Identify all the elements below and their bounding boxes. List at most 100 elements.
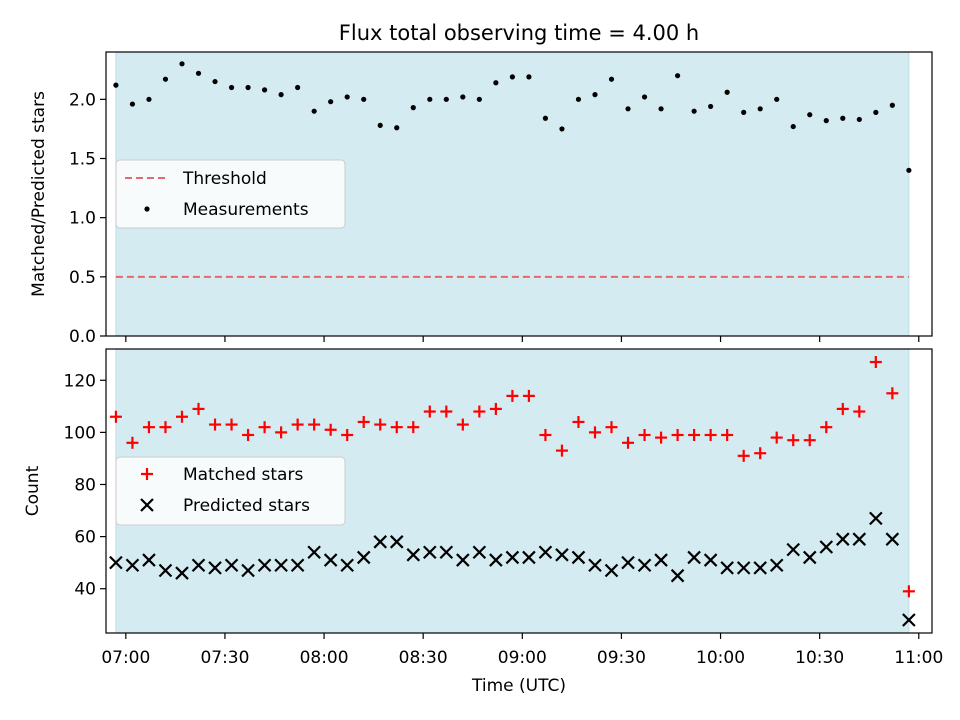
matched-star-point [109,410,122,423]
bottom-legend-box [115,456,346,526]
bottom-y-axis-label: Count [23,465,43,516]
measurement-point [162,76,169,82]
predicted-star-point [142,553,156,567]
matched-star-point [440,405,453,418]
measurement-point [790,123,796,130]
measurement-point [741,109,747,115]
measurement-point [377,122,383,128]
x-tick-label: 10:00 [696,648,745,668]
predicted-star-point [588,558,602,573]
matched-star-point [622,436,635,449]
measurement-point [592,92,598,98]
predicted-star-point [505,550,520,565]
matched-star-point [820,421,833,434]
predicted-star-point [802,550,817,565]
predicted-star-point [356,550,371,565]
measurement-point [311,108,317,114]
predicted-star-point [191,558,206,573]
matched-star-point [275,426,288,439]
matched-star-point [142,421,155,434]
x-tick-label: 10:30 [795,648,844,668]
measurement-point [526,74,532,80]
legend-predicted-swatch [140,498,154,512]
predicted-star-point [489,553,503,567]
matched-star-point [291,418,304,431]
predicted-star-point [869,511,883,526]
measurement-point [823,118,829,124]
matched-star-point [374,418,387,431]
predicted-star-point [720,561,734,575]
bottom-y-tick-label: 80 [74,475,96,495]
predicted-star-point [257,558,272,573]
predicted-star-point [439,545,454,560]
matched-star-point [506,389,519,402]
matched-star-point [853,405,866,418]
matched-star-point [770,431,783,444]
matched-star-point [126,436,139,449]
measurement-point [625,106,631,112]
predicted-star-point [340,558,354,573]
matched-star-point [787,434,800,447]
matched-star-point [242,428,255,441]
top-y-tick-label: 1.5 [69,150,96,170]
measurement-point [708,103,714,110]
matched-star-point [192,402,205,415]
measurement-point [608,76,615,82]
measurement-point [361,96,367,102]
predicted-star-point [208,561,222,575]
measurement-point [509,74,515,80]
measurement-point [575,96,582,102]
predicted-star-point [307,545,321,560]
predicted-star-point [406,548,421,562]
measurement-point [873,109,879,115]
matched-star-point [588,426,601,439]
bottom-panel: 40 60 80 100 120 07:00 07:30 08:00 08:30 09:00 09… [23,336,943,696]
predicted-star-point [604,563,619,578]
measurement-point [460,94,466,100]
matched-star-point [836,402,849,415]
predicted-star-point [109,555,123,570]
matched-star-point [555,444,568,457]
x-tick-label: 08:00 [300,648,349,668]
measurement-point [344,94,350,100]
predicted-star-point [852,532,867,546]
x-tick-label: 07:00 [101,648,150,668]
predicted-star-point [158,563,173,578]
legend-threshold-label: Threshold [182,169,267,189]
predicted-star-point [637,558,652,573]
matched-star-point [539,428,552,441]
measurement-point [757,106,763,112]
x-tick-label: 11:00 [894,648,943,668]
measurement-point [146,96,152,102]
measurement-point [245,84,251,91]
matched-star-point [258,421,271,434]
measurement-point [295,84,301,91]
measurement-point [195,70,202,76]
predicted-star-point [621,555,635,570]
predicted-star-point [654,553,668,567]
measurement-point [906,167,912,173]
top-y-tick-label: 2.0 [69,90,96,110]
predicted-star-point [753,561,767,575]
measurement-point [724,89,730,95]
measurement-point [658,106,664,112]
matched-star-point [159,421,172,434]
predicted-star-point [522,550,536,565]
measurement-point [179,61,185,67]
matched-star-point [902,585,915,598]
x-axis-label: Time (UTC) [471,676,566,696]
measurement-point [261,87,268,93]
predicted-star-point [687,550,701,565]
top-legend-box [115,159,346,229]
predicted-star-point [472,545,487,560]
measurement-point [840,115,846,121]
measurement-point [774,96,780,102]
measurement-point [493,80,499,86]
predicted-star-point [125,558,140,573]
bottom-y-tick-label: 100 [64,423,96,443]
measurement-point [278,92,284,98]
bottom-axes-frame [105,348,933,634]
predicted-star-point [456,553,470,567]
measurement-point [889,102,895,108]
